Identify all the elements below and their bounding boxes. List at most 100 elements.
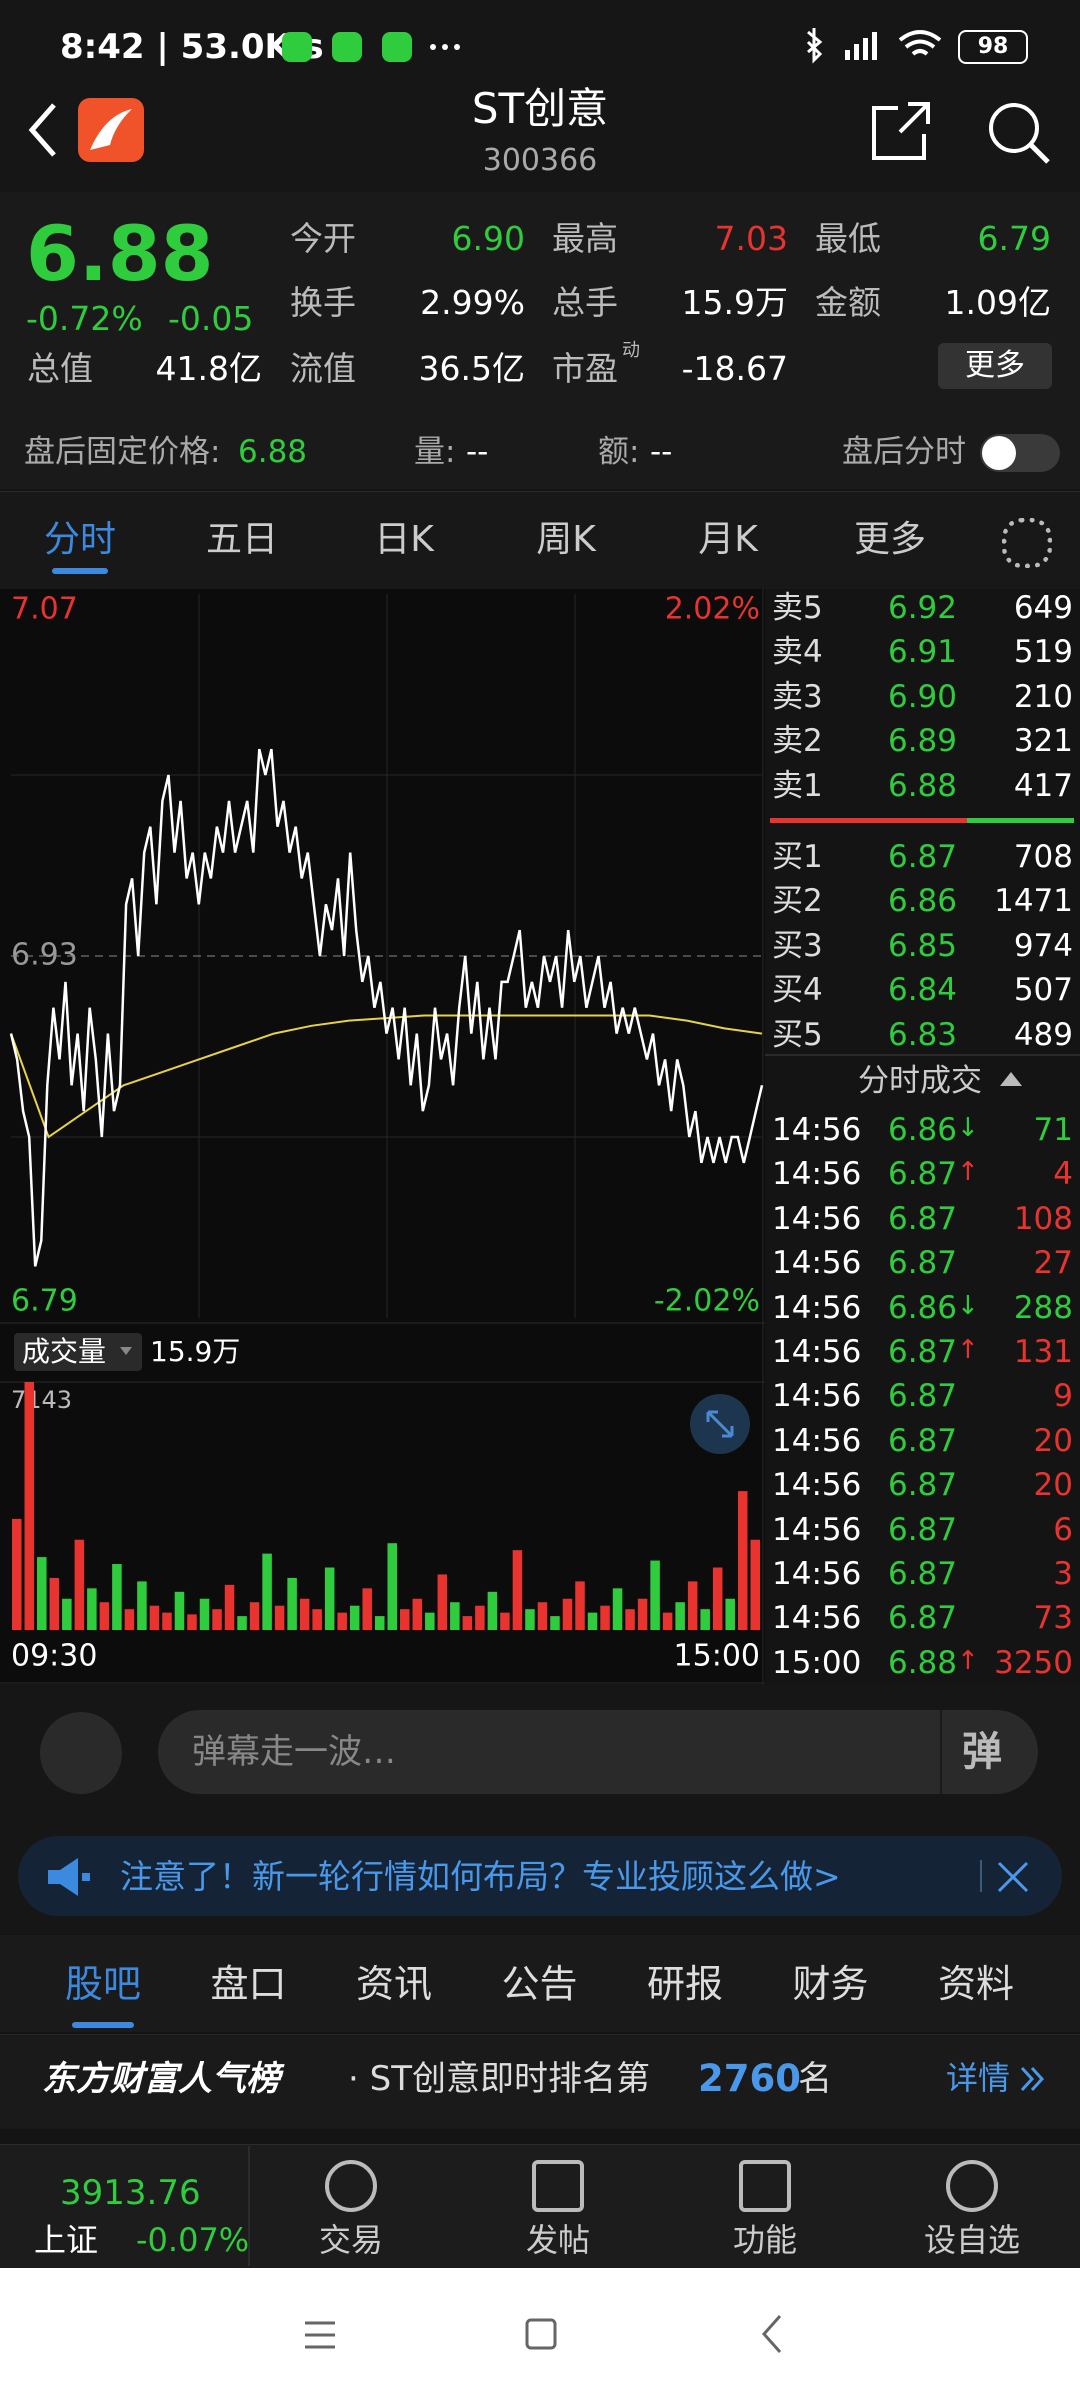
- volume-bar: [637, 1598, 648, 1630]
- rank-link[interactable]: 详情: [946, 2059, 1011, 2097]
- trade-volume: 9: [1053, 1378, 1073, 1415]
- trade-time: 14:56: [772, 1378, 862, 1415]
- quote-bg: [0, 192, 1080, 489]
- book-price: 6.88: [887, 767, 957, 804]
- nav-label[interactable]: 发帖: [525, 2221, 590, 2259]
- nav-icon[interactable]: [739, 2160, 791, 2212]
- trade-arrow: ↑: [957, 1645, 979, 1676]
- comment-input[interactable]: [158, 1710, 1038, 1794]
- trade-time: 14:56: [772, 1600, 862, 1637]
- tab[interactable]: 更多: [853, 519, 926, 560]
- y-tick-label: 6.79: [11, 1284, 78, 1319]
- comment-placeholder: 弹幕走一波…: [192, 1732, 396, 1772]
- dot: [430, 44, 436, 50]
- subtab-underline: [72, 2022, 134, 2028]
- toggle[interactable]: [980, 434, 1060, 472]
- tab[interactable]: 五日: [205, 519, 278, 560]
- trade-time: 15:00: [772, 1644, 862, 1681]
- subtab[interactable]: 公告: [501, 1962, 578, 2006]
- more-button[interactable]: 更多: [938, 343, 1052, 389]
- nav-icon[interactable]: [532, 2160, 584, 2212]
- volume-bar: [650, 1560, 660, 1630]
- volume-bar: [750, 1539, 760, 1630]
- volume-bar: [412, 1598, 423, 1630]
- index-value: 3913.76: [60, 2173, 201, 2213]
- rank-suffix: 名: [798, 2059, 832, 2099]
- volume-bar: [562, 1598, 573, 1630]
- nav-label[interactable]: 功能: [732, 2221, 797, 2259]
- index-change: -0.07%: [136, 2221, 250, 2259]
- trade-time: 14:56: [772, 1200, 862, 1237]
- back[interactable]: [28, 103, 56, 157]
- dot: [442, 44, 448, 50]
- book-volume: 974: [1013, 927, 1073, 964]
- tab[interactable]: 月K: [698, 519, 758, 560]
- volume-bar: [274, 1605, 285, 1630]
- home-button[interactable]: [525, 2318, 557, 2350]
- icon: [382, 32, 412, 62]
- expand-button[interactable]: [688, 1392, 752, 1456]
- volume-bar: [24, 1382, 35, 1630]
- y-tick-label: 7.07: [11, 592, 78, 627]
- volume-bar: [62, 1598, 72, 1630]
- bar: [845, 50, 850, 60]
- quote-value: 41.8亿: [155, 349, 262, 388]
- price: 6.88: [26, 209, 214, 298]
- subtab[interactable]: 盘口: [210, 1962, 287, 2006]
- icon: [332, 32, 362, 62]
- menu-button[interactable]: [305, 2321, 335, 2349]
- book-price: 6.92: [887, 590, 957, 626]
- book-label: 买2: [772, 883, 823, 920]
- trade-price: 6.87: [887, 1245, 957, 1282]
- banner-divider: [980, 1860, 982, 1892]
- banner[interactable]: [18, 1836, 1062, 1916]
- subtab[interactable]: 资料: [937, 1962, 1014, 2006]
- subtab[interactable]: 研报: [646, 1962, 723, 2006]
- back-button[interactable]: [761, 2315, 782, 2353]
- trade-price: 6.87: [887, 1156, 957, 1193]
- subtab[interactable]: 股吧: [64, 1962, 141, 2006]
- nav-icon[interactable]: [325, 2160, 377, 2212]
- tab[interactable]: 日K: [374, 519, 434, 560]
- stock-code: 300366: [482, 143, 598, 178]
- subtab[interactable]: 财务: [792, 1962, 869, 2006]
- quote-value: 36.5亿: [418, 349, 525, 388]
- subtabs-bg: [0, 1935, 1080, 2032]
- banner-close[interactable]: [996, 1860, 1030, 1894]
- settings[interactable]: [1002, 518, 1052, 568]
- after-hours-volume: --: [466, 434, 489, 470]
- trade-arrow: ↑: [957, 1335, 979, 1365]
- share[interactable]: [872, 102, 930, 160]
- stock-name: ST创意: [471, 84, 609, 133]
- change: -0.05: [168, 299, 254, 338]
- volume-bar: [262, 1553, 272, 1630]
- quote-label: 总值: [27, 349, 93, 388]
- volume-bar: [475, 1605, 485, 1630]
- banner-icon: [48, 1858, 90, 1896]
- trade-time: 14:56: [772, 1156, 862, 1193]
- subtab[interactable]: 资讯: [355, 1962, 432, 2006]
- volume-bar: [550, 1616, 560, 1630]
- tab[interactable]: 分时: [43, 519, 116, 560]
- close-x: [997, 1861, 1029, 1893]
- book-label: 卖4: [772, 634, 823, 671]
- volume-bar: [299, 1598, 310, 1630]
- tab[interactable]: 周K: [536, 519, 596, 560]
- status-battery: 98: [958, 30, 1028, 64]
- trade-volume: 27: [1033, 1245, 1073, 1282]
- quote-label: 最低: [815, 219, 881, 258]
- status-time: 8:42 | 53.0K/s: [60, 27, 324, 67]
- nav-icon[interactable]: [946, 2160, 998, 2212]
- comment-icon[interactable]: [40, 1712, 122, 1794]
- nav-label[interactable]: 交易: [318, 2221, 383, 2259]
- book-volume: 649: [1013, 590, 1073, 626]
- volume-bar: [625, 1609, 635, 1630]
- trade-time: 14:56: [772, 1556, 862, 1592]
- ratio-sell: [770, 818, 967, 823]
- price-line: [9, 748, 764, 1267]
- search[interactable]: [989, 103, 1039, 153]
- nav-label[interactable]: 设自选: [923, 2221, 1020, 2259]
- after-hours-amount: --: [650, 434, 673, 470]
- volume-bar: [99, 1602, 110, 1630]
- comment-button[interactable]: 弹: [962, 1729, 1002, 1775]
